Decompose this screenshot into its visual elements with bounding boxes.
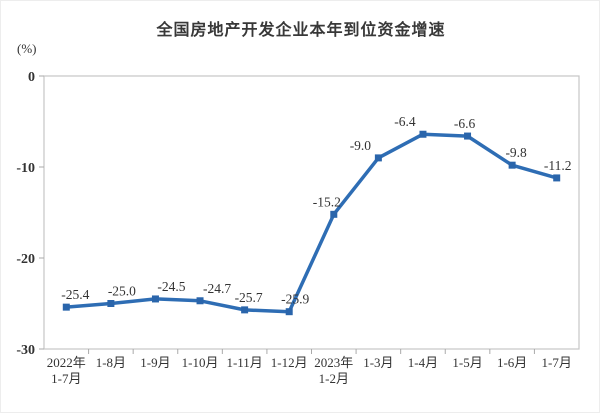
y-axis-tick-label: -20 <box>16 252 35 267</box>
data-point-label: -25.7 <box>235 290 263 305</box>
data-point-marker <box>464 132 472 140</box>
data-point-marker <box>196 297 204 305</box>
data-point-marker <box>151 295 159 303</box>
data-point-label: -24.7 <box>203 281 231 296</box>
x-axis-label: 2022年 <box>47 355 86 370</box>
data-point-marker <box>374 154 382 162</box>
data-point-label: -25.9 <box>281 292 309 307</box>
series-line <box>64 132 559 314</box>
x-axis-label: 1-11月 <box>226 355 262 370</box>
plot-area-border <box>43 75 580 350</box>
x-axis-label: 1-3月 <box>363 355 393 370</box>
y-axis-tick-label: -10 <box>16 161 35 176</box>
chart-title: 全国房地产开发企业本年到位资金增速 <box>156 22 446 39</box>
data-point-marker <box>508 161 516 169</box>
data-point-label: -15.2 <box>313 194 341 209</box>
y-axis-unit-label: (%) <box>17 41 37 56</box>
x-axis-label: 1-7月 <box>542 355 572 370</box>
x-axis-label: 1-4月 <box>408 355 438 370</box>
data-point-marker <box>107 300 115 307</box>
x-axis-label: 1-2月 <box>319 371 349 386</box>
data-point-marker <box>241 306 249 314</box>
data-point-label: -25.4 <box>61 287 89 302</box>
data-point-label: -9.0 <box>350 138 372 153</box>
data-point-marker <box>419 130 427 138</box>
x-axis-label: 2023年 <box>314 355 353 370</box>
x-axis-label: 1-8月 <box>96 355 126 370</box>
data-point-marker <box>285 308 293 316</box>
data-point-label: -24.5 <box>157 279 185 294</box>
data-point-label: -11.2 <box>544 158 572 173</box>
x-axis-label: 1-6月 <box>497 355 527 370</box>
y-axis-tick-label: 0 <box>28 70 35 85</box>
x-axis-label: 1-12月 <box>271 355 308 370</box>
data-point-label: -6.4 <box>394 114 416 129</box>
data-point-label: -9.8 <box>505 145 527 160</box>
x-axis-label: 1-10月 <box>182 355 219 370</box>
data-point-marker <box>553 174 561 182</box>
data-point-marker <box>62 303 70 311</box>
x-axis-label: 1-7月 <box>51 371 81 386</box>
data-point-label: -6.6 <box>454 116 476 131</box>
y-axis-tick-label: -30 <box>16 343 35 358</box>
x-axis-label: 1-5月 <box>452 355 482 370</box>
data-point-marker <box>330 210 338 218</box>
x-axis-label: 1-9月 <box>140 355 170 370</box>
data-point-label: -25.0 <box>108 284 136 299</box>
